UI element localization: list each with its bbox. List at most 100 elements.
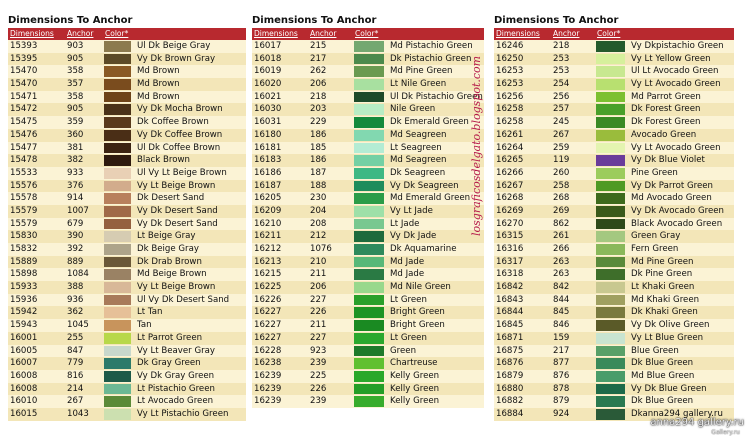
dimensions-code: 15830	[10, 231, 38, 242]
color-name: Black Avocado Green	[631, 218, 723, 229]
color-swatch	[354, 218, 384, 230]
table-row: 16001 255 Lt Parrot Green	[8, 331, 246, 345]
color-name: Kelly Green	[390, 396, 440, 407]
header-anchor: Anchor	[553, 29, 580, 38]
header-color: Color*	[355, 29, 379, 38]
dimensions-code: 16226	[254, 294, 282, 305]
anchor-code: 816	[67, 370, 84, 381]
color-name: Vy Dk Avocado Green	[631, 205, 724, 216]
anchor-code: 256	[553, 91, 570, 102]
anchor-code: 204	[310, 205, 327, 216]
color-swatch-cell	[103, 332, 133, 345]
color-swatch-cell	[595, 408, 627, 421]
anchor-code: 119	[553, 155, 570, 166]
dimensions-code: 15578	[10, 193, 38, 204]
anchor-code: 257	[553, 104, 570, 115]
color-swatch	[104, 155, 131, 166]
color-swatch-cell	[595, 268, 627, 281]
dimensions-code: 16871	[496, 332, 524, 343]
color-swatch	[104, 269, 131, 281]
color-name: Vy Dk Coffee Brown	[137, 129, 223, 140]
anchor-code: 359	[67, 117, 84, 128]
color-name: Lt Tan	[137, 307, 163, 318]
header-anchor: Anchor	[310, 29, 337, 38]
color-swatch	[596, 396, 625, 407]
anchor-code: 357	[67, 79, 84, 90]
dimensions-code: 16256	[496, 91, 524, 102]
table-row: 16008 214 Lt Pistachio Green	[8, 382, 246, 396]
dimensions-code: 16316	[496, 244, 524, 254]
dimensions-code: 16270	[496, 218, 524, 229]
anchor-code: 210	[310, 256, 327, 267]
table-row: 16020 206 Lt Nile Green	[252, 78, 484, 91]
color-name: Tan	[137, 320, 152, 331]
anchor-code: 230	[310, 193, 327, 204]
header-dimensions: Dimensions	[10, 29, 54, 38]
color-swatch-cell	[103, 78, 133, 91]
color-swatch	[354, 104, 384, 116]
color-swatch	[354, 294, 384, 306]
color-swatch	[354, 53, 384, 65]
color-swatch	[354, 142, 384, 154]
table-row: 15933 388 Vy Lt Beige Brown	[8, 281, 246, 294]
color-swatch-cell	[353, 332, 386, 345]
color-swatch-cell	[103, 116, 133, 129]
dimensions-code: 16015	[10, 408, 38, 419]
color-name: Vy Lt Jade	[390, 205, 433, 216]
table-row: 16019 262 Md Pine Green	[252, 65, 484, 79]
dimensions-code: 15942	[10, 307, 38, 318]
color-swatch-cell	[595, 167, 627, 180]
dimensions-code: 16258	[496, 117, 524, 128]
color-swatch-cell	[595, 116, 627, 129]
color-swatch	[354, 332, 384, 344]
anchor-code: 239	[310, 396, 327, 407]
anchor-code: 358	[67, 66, 84, 77]
dimensions-code: 15477	[10, 142, 38, 153]
table-row: 16253 254 Vy Lt Avocado Green	[494, 78, 734, 91]
color-swatch	[596, 117, 625, 128]
color-name: Dk Khaki Green	[631, 307, 698, 318]
color-name: Vy Lt Pistachio Green	[137, 408, 229, 419]
table-row: 16211 212 Vy Dk Jade	[252, 230, 484, 243]
table-row: 16880 878 Vy Dk Blue Green	[494, 382, 734, 396]
color-swatch	[104, 256, 131, 268]
color-swatch	[596, 231, 625, 242]
table-row: 15470 358 Md Brown	[8, 65, 246, 79]
color-name: Dk Desert Sand	[137, 193, 205, 204]
table-row: 15889 889 Dk Drab Brown	[8, 255, 246, 269]
table-row: 16227 227 Lt Green	[252, 331, 484, 345]
color-swatch-cell	[353, 53, 386, 66]
color-name: Vy Dk Olive Green	[631, 320, 710, 331]
color-name: Fern Green	[631, 244, 679, 254]
table-row: 16315 261 Green Gray	[494, 230, 734, 243]
table-row: 16256 256 Md Parrot Green	[494, 90, 734, 104]
color-swatch	[596, 66, 625, 78]
table-row: 15576 376 Vy Lt Beige Brown	[8, 179, 246, 193]
color-name: Lt Khaki Green	[631, 282, 695, 293]
table-header: Dimensions Anchor Color*	[8, 28, 246, 40]
color-swatch-cell	[595, 103, 627, 116]
dimensions-code: 16875	[496, 345, 524, 356]
dimensions-code: 16187	[254, 180, 282, 191]
anchor-code: 260	[553, 167, 570, 178]
color-swatch	[104, 408, 131, 420]
color-swatch-cell	[595, 306, 627, 319]
table-row: 16844 845 Dk Khaki Green	[494, 306, 734, 320]
anchor-code: 211	[310, 269, 327, 280]
blog-watermark: losgraficosdelgato.blogspot.com	[470, 55, 483, 236]
dimensions-code: 15470	[10, 79, 38, 90]
color-swatch	[596, 155, 625, 166]
table-row: 16317 263 Md Pine Green	[494, 255, 734, 269]
table-row: 16258 245 Dk Forest Green	[494, 116, 734, 129]
color-name: Chartreuse	[390, 358, 438, 369]
color-swatch-cell	[595, 205, 627, 218]
color-swatch-cell	[353, 306, 386, 319]
dimensions-code: 15943	[10, 320, 38, 331]
anchor-code: 263	[553, 256, 570, 267]
table-row: 16843 844 Md Khaki Green	[494, 293, 734, 307]
color-name: Md Avocado Green	[631, 193, 712, 204]
color-swatch	[354, 396, 384, 407]
anchor-code: 225	[310, 370, 327, 381]
color-name: Lt Green	[390, 294, 427, 305]
color-name: Vy Lt Avocado Green	[631, 79, 721, 90]
